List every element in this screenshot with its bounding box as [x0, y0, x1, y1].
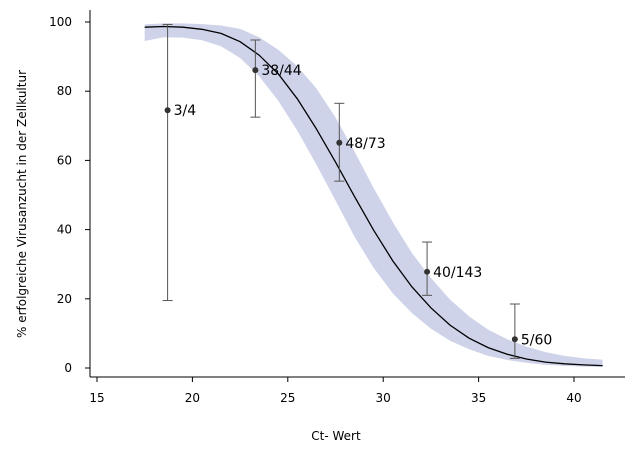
x-tick-label: 25 — [280, 391, 295, 405]
y-axis-title: % erfolgreiche Virusanzucht in der Zellk… — [15, 70, 29, 338]
data-point-label: 3/4 — [174, 103, 197, 119]
data-point — [252, 67, 259, 74]
y-tick-label: 40 — [57, 223, 72, 237]
data-points — [164, 67, 518, 343]
data-point — [511, 336, 518, 343]
data-point — [424, 268, 431, 275]
confidence-band-layer — [144, 23, 603, 368]
x-tick-label: 35 — [471, 391, 486, 405]
data-point-label: 40/143 — [433, 265, 482, 281]
confidence-band — [144, 23, 603, 368]
data-point-label: 5/60 — [521, 332, 552, 348]
x-ticks: 15 20 25 30 35 40 — [89, 377, 582, 405]
y-ticks: 0 20 40 60 80 100 — [49, 15, 90, 375]
fit-curve-layer — [144, 25, 603, 367]
y-tick-label: 60 — [57, 153, 72, 167]
x-tick-label: 15 — [89, 391, 104, 405]
data-point — [336, 139, 343, 146]
x-tick-label: 30 — [376, 391, 391, 405]
x-axis-title: Ct- Wert — [311, 429, 361, 443]
axes — [89, 10, 625, 378]
y-tick-label: 0 — [64, 361, 72, 375]
data-point — [164, 107, 171, 114]
fit-curve — [144, 25, 603, 367]
y-tick-label: 80 — [57, 84, 72, 98]
x-tick-label: 20 — [185, 391, 200, 405]
y-tick-label: 20 — [57, 292, 72, 306]
data-point-label: 48/73 — [345, 136, 385, 152]
x-tick-label: 40 — [566, 391, 581, 405]
data-point-label: 38/44 — [261, 63, 301, 79]
data-labels: 3/4 38/44 48/73 40/143 5/60 — [174, 63, 553, 348]
y-tick-label: 100 — [49, 15, 72, 29]
